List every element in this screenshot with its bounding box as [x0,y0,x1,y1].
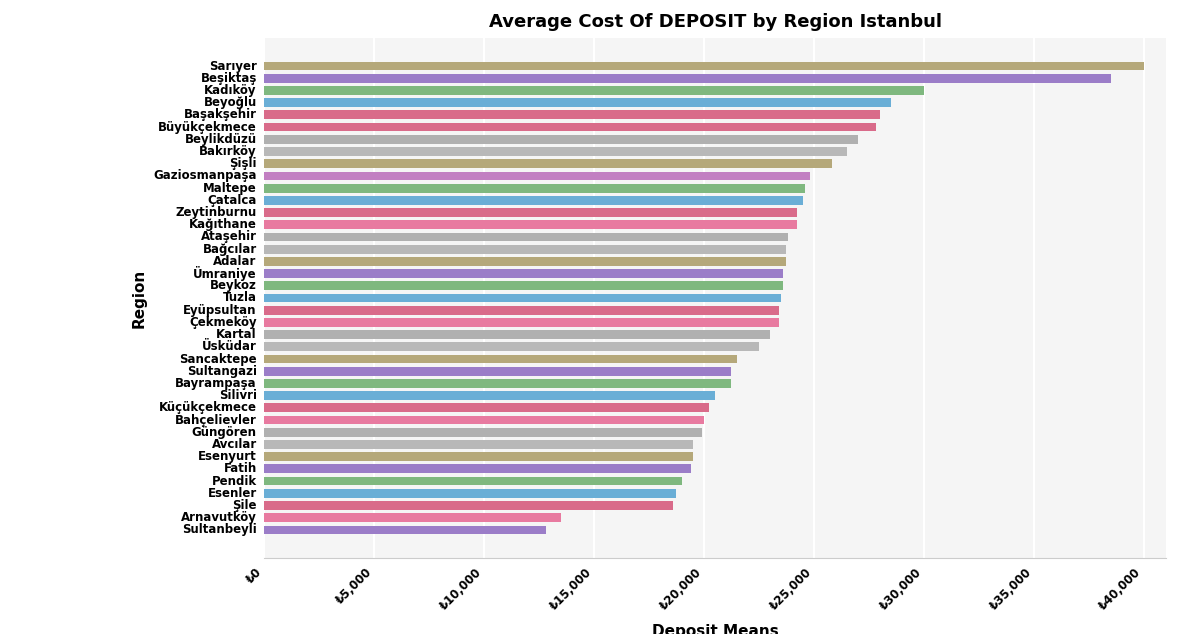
Bar [264,86,924,95]
Bar [264,526,546,534]
Bar [264,477,683,486]
Bar [264,61,1144,70]
Bar [264,110,880,119]
Bar [264,391,715,400]
Bar [264,379,731,388]
Bar [264,501,673,510]
Bar [264,147,847,156]
X-axis label: Deposit Means: Deposit Means [651,624,779,634]
Bar [264,416,704,424]
Bar [264,330,770,339]
Bar [264,428,702,437]
Bar [264,281,784,290]
Bar [264,342,760,351]
Bar [264,74,1111,82]
Bar [264,172,810,180]
Bar [264,208,797,217]
Y-axis label: Region: Region [131,268,147,328]
Bar [264,465,691,473]
Bar [264,221,797,229]
Bar [264,318,779,327]
Title: Average Cost Of DEPOSIT by Region Istanbul: Average Cost Of DEPOSIT by Region Istanb… [489,13,941,31]
Bar [264,196,803,205]
Bar [264,123,876,131]
Bar [264,514,561,522]
Bar [264,440,694,449]
Bar [264,354,737,363]
Bar [264,233,787,242]
Bar [264,159,832,168]
Bar [264,489,676,498]
Bar [264,367,731,375]
Bar [264,269,784,278]
Bar [264,403,709,412]
Bar [264,452,694,461]
Bar [264,294,781,302]
Bar [264,135,858,144]
Bar [264,245,786,254]
Bar [264,184,805,193]
Bar [264,98,891,107]
Bar [264,257,786,266]
Bar [264,306,779,314]
